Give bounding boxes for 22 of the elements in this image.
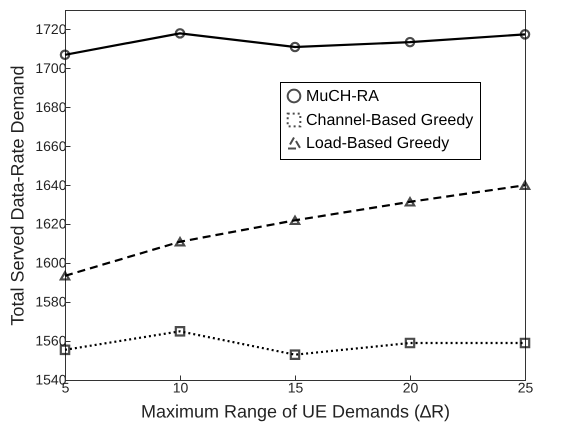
point (290, 349, 300, 360)
point (404, 197, 416, 207)
point (404, 36, 416, 48)
y-axis-title: Total Served Data-Rate Demand (7, 65, 28, 326)
point (290, 216, 300, 226)
point (520, 180, 530, 190)
point (174, 237, 186, 246)
x-tick-label: 10 (172, 380, 188, 396)
point (404, 338, 416, 348)
point (290, 42, 300, 52)
point (174, 28, 186, 39)
x-tick-label: 25 (518, 380, 534, 396)
legend-label: Load-Based Greedy (306, 135, 450, 152)
legend-label: MuCH-RA (306, 88, 380, 105)
x-axis-title: Maximum Range of UE Demands (∆R) (140, 402, 450, 422)
point (60, 344, 70, 356)
x-tick-label: 20 (402, 380, 418, 396)
point (60, 271, 70, 281)
point (520, 338, 530, 348)
legend-label: Channel-Based Greedy (306, 112, 474, 129)
point (174, 326, 186, 337)
x-tick-label: 15 (288, 380, 304, 396)
